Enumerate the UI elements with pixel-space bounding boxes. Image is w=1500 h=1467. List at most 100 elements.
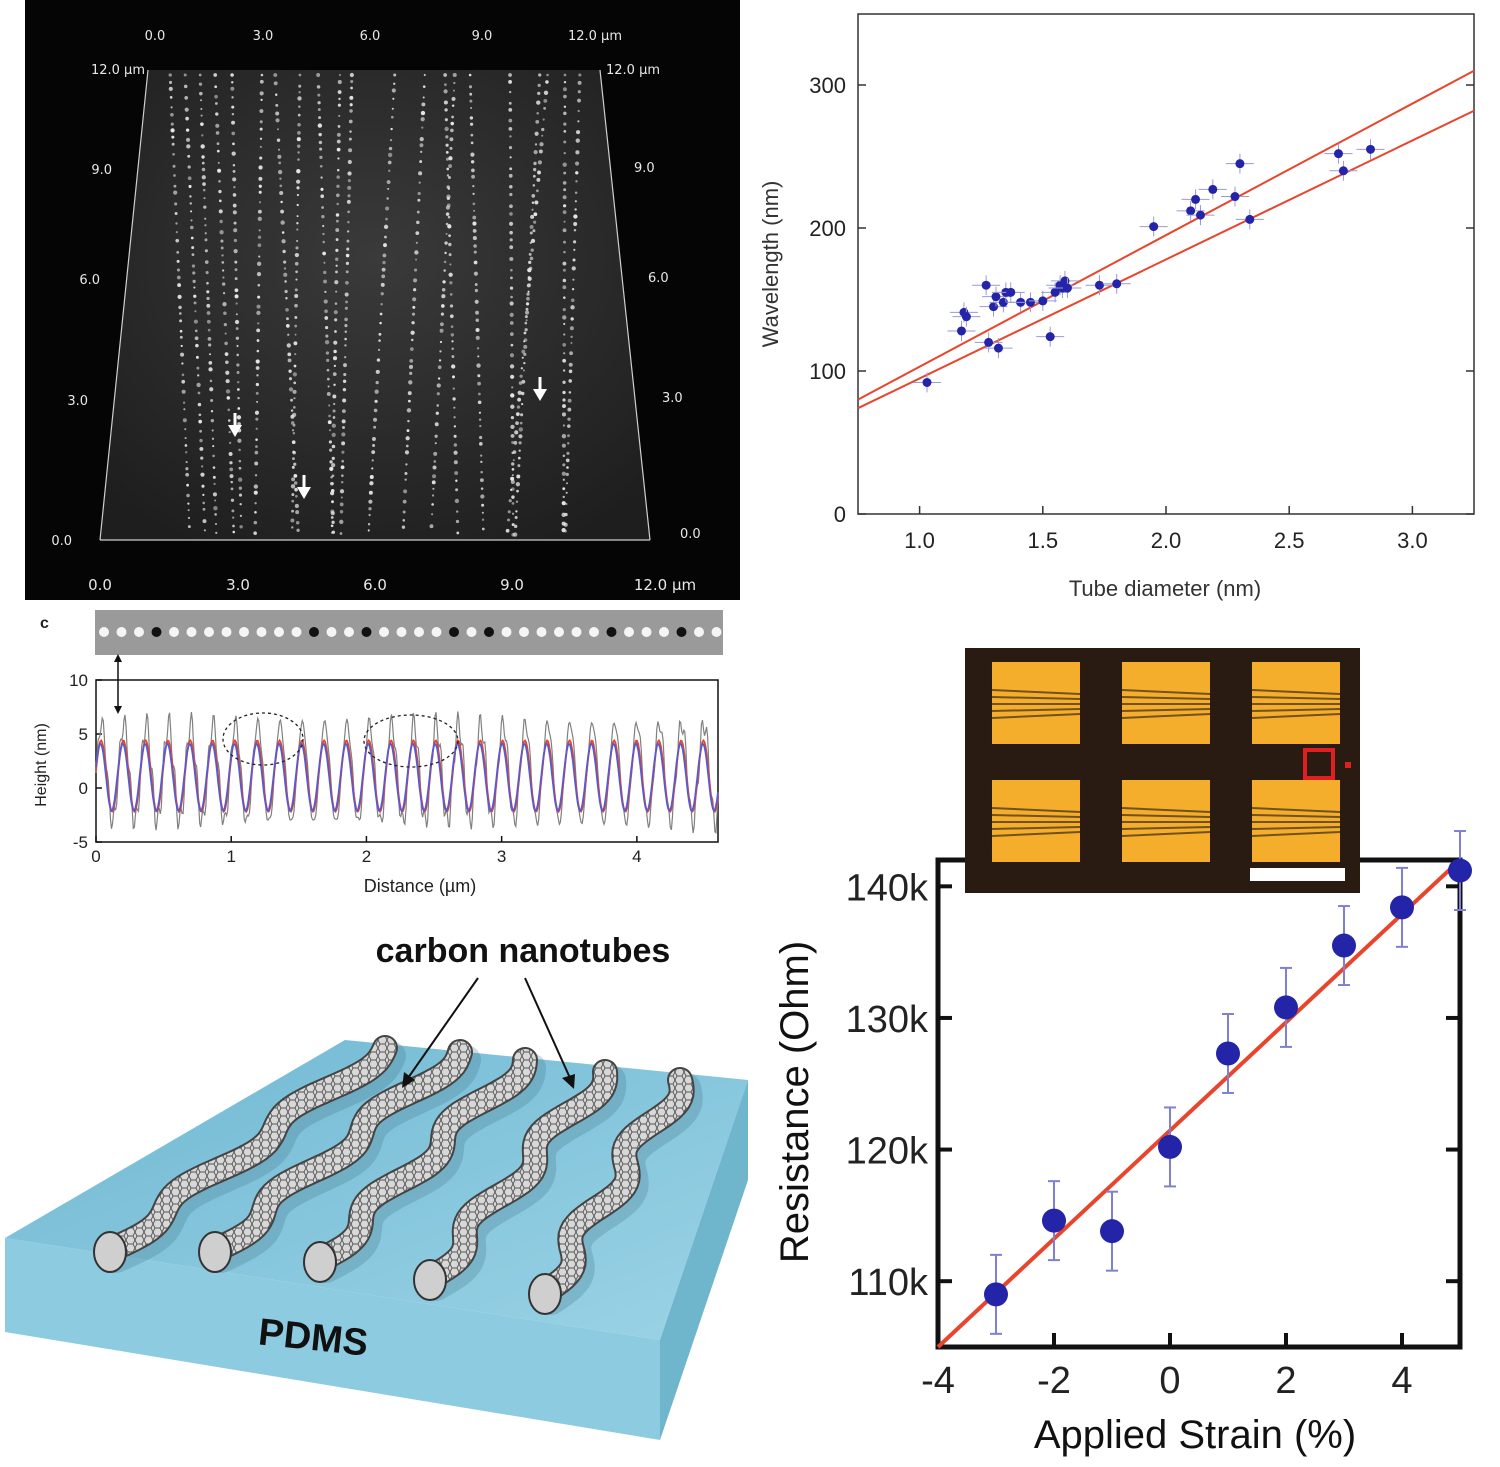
afm-dot [510, 295, 513, 299]
afm-dot [332, 409, 336, 413]
afm-dot [316, 73, 321, 77]
tube-bead [676, 627, 687, 637]
afm-dot [509, 135, 512, 138]
afm-dot [369, 475, 374, 480]
afm-dot [511, 502, 515, 505]
afm-dot [441, 304, 445, 308]
afm-dot [168, 80, 173, 84]
afm-dot [297, 131, 301, 135]
afm-dot [480, 494, 485, 499]
afm-dot [469, 92, 473, 96]
afm-dot [476, 347, 480, 350]
afm-dot [222, 269, 225, 272]
afm-dot [284, 280, 287, 283]
afm-dot [276, 128, 279, 131]
afm-dot [237, 422, 241, 426]
afm-dot [257, 216, 262, 222]
afm-dot [199, 91, 203, 96]
afm-dot [277, 169, 283, 175]
chart1-point [998, 297, 1008, 307]
afm-dot [444, 126, 449, 132]
afm-dot [332, 416, 336, 419]
afm-dot [184, 96, 189, 100]
afm-dot [197, 391, 201, 395]
afm-dot [296, 228, 299, 231]
afm-dot [530, 248, 534, 252]
afm-dot [384, 235, 387, 239]
afm-dot [256, 304, 261, 309]
afm-dot [280, 200, 283, 204]
chart1-point [922, 377, 932, 387]
afm-dot [319, 164, 323, 168]
afm-dot [437, 365, 442, 370]
afm-dot [186, 483, 190, 487]
chart1-point [1230, 192, 1240, 202]
chart1-point [961, 312, 971, 322]
afm-dot [445, 222, 449, 226]
afm-bottom-tick: 12.0 µm [634, 576, 696, 594]
chart2-xtick-label: 4 [632, 847, 641, 866]
afm-dot [256, 400, 259, 403]
afm-dot [538, 149, 543, 154]
afm-dot [213, 73, 218, 77]
afm-dot [469, 122, 474, 126]
afm-dot [331, 520, 335, 524]
afm-dot [573, 240, 577, 244]
afm-dot [176, 268, 181, 272]
afm-dot [414, 250, 419, 255]
afm-dot [437, 377, 441, 380]
afm-dot [217, 168, 222, 173]
afm-dot [423, 73, 426, 77]
tube-bead [589, 627, 599, 637]
afm-dot [292, 432, 296, 435]
afm-dot [254, 450, 259, 455]
afm-dot [452, 72, 457, 78]
afm-dot [336, 139, 341, 144]
afm-dot [568, 369, 573, 374]
afm-dot [532, 174, 536, 178]
marker-dot [1345, 762, 1351, 768]
tube-bead [624, 627, 634, 637]
afm-dot [294, 261, 299, 266]
afm-dot [431, 513, 434, 516]
afm-dot [405, 444, 409, 448]
afm-dot [470, 106, 473, 110]
afm-dot [563, 240, 566, 244]
afm-dot [562, 380, 566, 384]
afm-dot [320, 176, 323, 179]
afm-dot [225, 360, 229, 365]
afm-dot [347, 194, 351, 198]
afm-dot [288, 377, 293, 381]
afm-dot [256, 349, 260, 353]
afm-dot [214, 513, 217, 516]
afm-dot [444, 241, 448, 245]
afm-dot [223, 311, 227, 315]
afm-dot [445, 232, 448, 235]
afm-dot [187, 502, 190, 505]
afm-dot [202, 507, 206, 511]
afm-dot [194, 329, 198, 333]
afm-dot [325, 351, 330, 355]
afm-dot [379, 321, 382, 325]
afm-dot [296, 215, 299, 218]
afm-dot [570, 335, 573, 339]
afm-dot [455, 488, 459, 492]
afm-dot [519, 421, 523, 425]
afm-dot [343, 372, 347, 377]
afm-dot [534, 131, 539, 136]
afm-right-tick: 0.0 [680, 527, 701, 542]
afm-dot [201, 167, 206, 172]
chart1-point [993, 343, 1003, 353]
afm-dot [535, 120, 540, 124]
afm-dot [521, 391, 525, 396]
afm-dot [293, 397, 296, 400]
afm-dot [477, 355, 480, 358]
afm-dot [393, 73, 397, 77]
afm-dot [237, 396, 240, 400]
afm-dot [434, 422, 439, 427]
afm-dot [234, 260, 238, 264]
afm-dot [232, 524, 235, 528]
afm-dot [536, 189, 539, 193]
afm-dot [510, 476, 515, 481]
chart3-xtick-label: 4 [1391, 1360, 1412, 1402]
